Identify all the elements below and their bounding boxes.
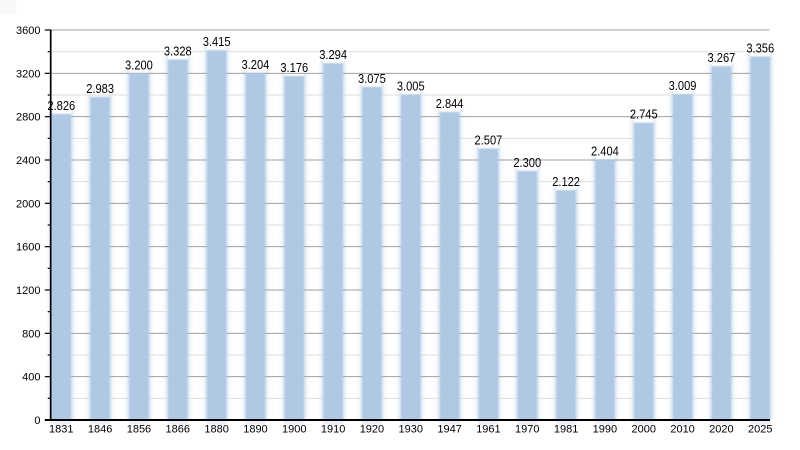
svg-text:1200: 1200 bbox=[16, 285, 40, 297]
svg-text:3.176: 3.176 bbox=[280, 61, 308, 75]
svg-text:1900: 1900 bbox=[282, 424, 306, 436]
svg-text:2.300: 2.300 bbox=[513, 156, 541, 170]
svg-text:1831: 1831 bbox=[49, 424, 73, 436]
svg-text:2.122: 2.122 bbox=[552, 175, 580, 189]
svg-text:2.404: 2.404 bbox=[591, 145, 619, 159]
svg-text:1920: 1920 bbox=[360, 424, 384, 436]
svg-text:400: 400 bbox=[22, 372, 40, 384]
svg-text:2.745: 2.745 bbox=[630, 108, 658, 122]
svg-text:1890: 1890 bbox=[243, 424, 267, 436]
svg-text:1947: 1947 bbox=[437, 424, 461, 436]
svg-text:3.204: 3.204 bbox=[242, 58, 270, 72]
svg-text:2025: 2025 bbox=[748, 424, 772, 436]
svg-text:3.267: 3.267 bbox=[708, 51, 736, 65]
svg-text:3.200: 3.200 bbox=[125, 58, 153, 72]
svg-text:1990: 1990 bbox=[593, 424, 617, 436]
svg-text:2.826: 2.826 bbox=[47, 99, 75, 113]
svg-text:2.507: 2.507 bbox=[475, 133, 503, 147]
svg-text:2000: 2000 bbox=[16, 198, 40, 210]
svg-text:0: 0 bbox=[34, 415, 40, 427]
svg-text:2020: 2020 bbox=[709, 424, 733, 436]
svg-text:3.328: 3.328 bbox=[164, 44, 192, 58]
svg-text:3.415: 3.415 bbox=[203, 35, 231, 49]
svg-text:1981: 1981 bbox=[554, 424, 578, 436]
svg-text:1600: 1600 bbox=[16, 242, 40, 254]
svg-text:800: 800 bbox=[22, 328, 40, 340]
svg-text:3200: 3200 bbox=[16, 68, 40, 80]
svg-text:3.075: 3.075 bbox=[358, 72, 386, 86]
svg-text:2400: 2400 bbox=[16, 155, 40, 167]
svg-text:1856: 1856 bbox=[127, 424, 151, 436]
svg-text:2000: 2000 bbox=[632, 424, 656, 436]
svg-text:3.005: 3.005 bbox=[397, 79, 425, 93]
svg-text:1910: 1910 bbox=[321, 424, 345, 436]
svg-text:3.294: 3.294 bbox=[319, 48, 347, 62]
svg-text:1930: 1930 bbox=[399, 424, 423, 436]
svg-text:2800: 2800 bbox=[16, 112, 40, 124]
svg-text:1961: 1961 bbox=[476, 424, 500, 436]
svg-text:1846: 1846 bbox=[88, 424, 112, 436]
svg-text:3.009: 3.009 bbox=[669, 79, 697, 93]
svg-text:2.844: 2.844 bbox=[436, 97, 464, 111]
svg-text:2010: 2010 bbox=[670, 424, 694, 436]
svg-text:3.356: 3.356 bbox=[746, 41, 774, 55]
svg-text:1970: 1970 bbox=[515, 424, 539, 436]
svg-text:1880: 1880 bbox=[204, 424, 228, 436]
svg-text:3600: 3600 bbox=[16, 25, 40, 37]
svg-text:1866: 1866 bbox=[166, 424, 190, 436]
svg-text:2.983: 2.983 bbox=[86, 82, 114, 96]
